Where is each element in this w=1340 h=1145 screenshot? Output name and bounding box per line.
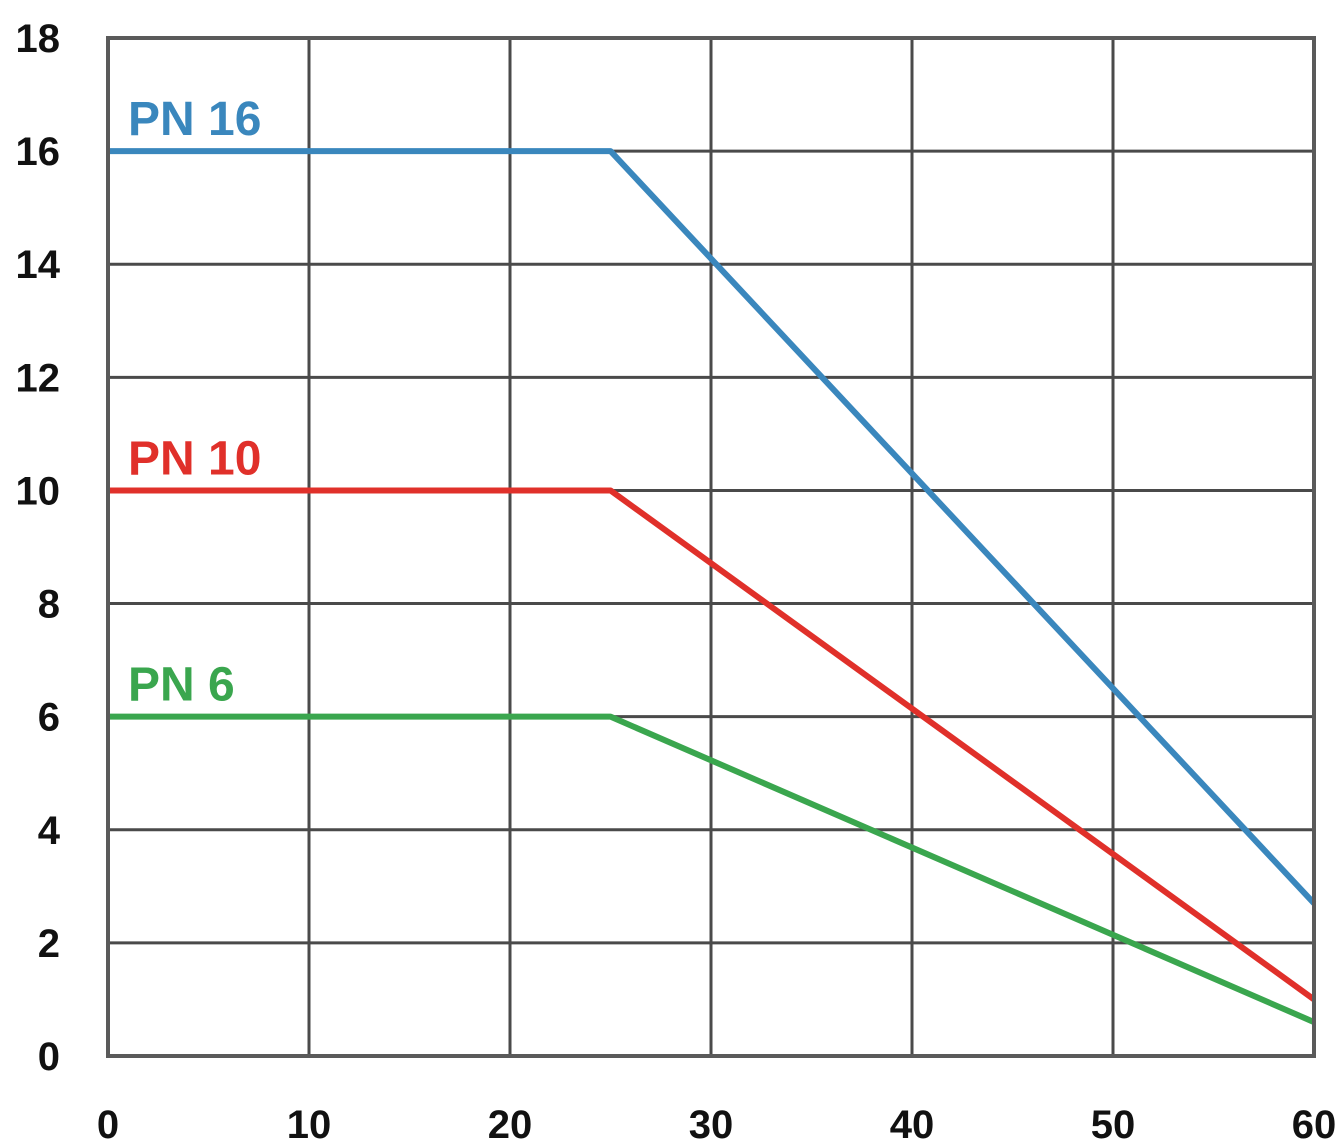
plot-frame	[106, 36, 1316, 1058]
series-lines	[108, 148, 1317, 1025]
y-tick-label-8: 8	[38, 583, 60, 627]
series-labels: PN 16 PN 10 PN 6	[128, 93, 261, 712]
series-line-pn-16	[108, 148, 1317, 906]
y-tick-label-10: 10	[16, 469, 61, 513]
x-tick-label-50: 50	[1091, 1103, 1136, 1145]
y-tick-label-2: 2	[38, 922, 60, 966]
y-tick-label-18: 18	[16, 17, 61, 61]
series-label-pn-10: PN 10	[128, 432, 261, 485]
x-tick-label-20: 20	[488, 1103, 533, 1145]
y-tick-label-14: 14	[16, 243, 61, 287]
tick-labels: 0 10 20 30 40 50 60 0 2 4 6 8 10 12 14 16 18	[16, 17, 1337, 1145]
series-line-pn-10	[108, 487, 1316, 1002]
y-tick-label-6: 6	[38, 696, 60, 740]
x-tick-label-10: 10	[287, 1103, 332, 1145]
series-line-pn-6	[108, 713, 1316, 1025]
x-tick-label-0: 0	[97, 1103, 119, 1145]
y-tick-label-12: 12	[16, 356, 61, 400]
grid	[106, 36, 1316, 1058]
series-label-pn-6: PN 6	[128, 659, 235, 712]
x-tick-label-60: 60	[1292, 1103, 1337, 1145]
y-tick-label-4: 4	[38, 809, 61, 853]
x-tick-label-30: 30	[689, 1103, 734, 1145]
y-tick-label-0: 0	[38, 1035, 60, 1079]
x-tick-label-40: 40	[890, 1103, 935, 1145]
series-label-pn-16: PN 16	[128, 93, 261, 146]
y-tick-label-16: 16	[16, 130, 61, 174]
